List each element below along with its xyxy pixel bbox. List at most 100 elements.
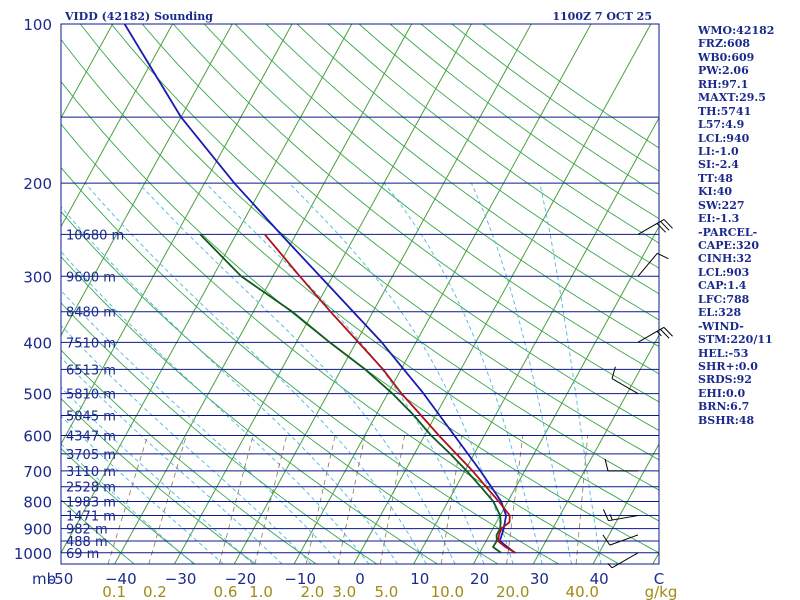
sounding-index-item: PW:2.06 (698, 64, 749, 78)
sounding-index-item: HEL:-53 (698, 346, 749, 360)
wind-barb (637, 218, 673, 235)
isotherm-line (0, 24, 53, 564)
sounding-index-item: FRZ:608 (698, 37, 751, 51)
dry-adiabat-line (61, 38, 659, 522)
height-label: 2528 m (66, 481, 116, 496)
height-label: 3110 m (66, 465, 116, 480)
wind-barb (637, 326, 673, 343)
moist-adiabat-line (470, 183, 573, 564)
wind-barb (637, 252, 669, 277)
dry-adiabat-line (61, 349, 317, 564)
sounding-index-item: LI:-1.0 (698, 144, 739, 158)
pressure-tick-label: 500 (23, 386, 52, 404)
height-label: 1471 m (66, 509, 116, 524)
sounding-index-item: EHI:0.0 (698, 386, 746, 400)
height-label: 1983 m (66, 496, 116, 511)
temperature-tick-label: C (654, 570, 664, 588)
mixing-ratio-label: 5.0 (374, 583, 398, 600)
isotherm-line (61, 24, 353, 554)
wind-barb-staff (611, 378, 639, 395)
sounding-index-item: TH:5741 (698, 104, 752, 118)
sounding-index-item: LFC:788 (698, 292, 750, 306)
dry-adiabat-line (172, 24, 659, 403)
wind-barb-flag (660, 329, 670, 339)
sounding-index-item: STM:220/11 (698, 333, 773, 347)
isotherm-line (61, 24, 173, 228)
wind-barb-flag (660, 221, 670, 231)
wind-barb (611, 366, 639, 395)
isotherm-line (114, 24, 413, 564)
isotherm-line (61, 24, 293, 446)
dry-adiabat-line (265, 24, 659, 321)
sounding-index-item: CAPE:320 (698, 239, 759, 252)
dry-adiabat-line (327, 24, 659, 269)
sounding-index-item: CAP:1.4 (698, 279, 747, 293)
isotherm-line (173, 24, 472, 564)
sounding-index-item: MAXT:29.5 (698, 91, 766, 105)
sounding-index-item: BSHR:48 (698, 413, 755, 427)
wind-barb-half-flag (607, 563, 613, 569)
sounding-index-item: SI:-2.4 (698, 158, 739, 172)
sounding-indices: WMO:42182 FRZ:608 WB0:609 PW:2.06 RH:97.1 MAX… (698, 24, 798, 427)
moist-adiabat-line (84, 182, 427, 564)
chart-grid (0, 24, 659, 564)
chart-title-right: 1100Z 7 OCT 25 (552, 10, 652, 23)
height-label: 6513 m (66, 363, 116, 378)
height-label: 5810 m (66, 388, 116, 403)
sounding-index-item: EL:328 (698, 306, 742, 320)
wind-barb-flag (663, 219, 673, 229)
pressure-tick-label: 400 (23, 334, 52, 352)
mixing-ratio-label: 0.1 (102, 583, 126, 600)
mixing-ratio-label: 20.0 (496, 583, 529, 600)
temperature-tick-label: −40 (105, 570, 137, 588)
height-label: 7510 m (66, 336, 116, 351)
pressure-tick-label: 800 (23, 494, 52, 512)
pressure-tick-label: 200 (23, 175, 52, 193)
dry-adiabat-line (203, 24, 659, 375)
temperature-tick-label: 20 (470, 570, 489, 588)
moist-adiabat-line (138, 182, 456, 564)
isotherm-line (413, 116, 659, 564)
mixing-ratio-line (218, 435, 254, 564)
sounding-index-item: L57:4.9 (698, 118, 745, 132)
wind-barb-half-flag (656, 331, 662, 337)
wind-barb-staff (611, 552, 639, 569)
mixing-ratio-label: 1.0 (249, 583, 273, 600)
temperature-tick-label: 30 (530, 570, 549, 588)
sounding-index-item: BRN:6.7 (698, 400, 750, 414)
mixing-ratio-label: 40.0 (566, 583, 599, 600)
moist-adiabat-line (61, 289, 341, 564)
wind-barb-flag (602, 509, 609, 521)
height-label: 8480 m (66, 306, 116, 321)
wind-barb (602, 509, 639, 522)
pressure-tick-label: 700 (23, 463, 52, 481)
pressure-axis-label: mb (32, 570, 56, 588)
sounding-index-item: -WIND- (698, 319, 744, 333)
sounding-index-item: EI:-1.3 (698, 212, 740, 226)
isotherm-line (353, 24, 652, 564)
wind-barb-half-flag (609, 514, 613, 521)
dry-adiabat-line (61, 447, 196, 564)
mixing-ratio-line (337, 435, 366, 564)
sounding-index-item: CINH:32 (698, 252, 752, 266)
dry-adiabat-line (358, 24, 659, 244)
isotherm-line (592, 443, 659, 564)
dry-adiabat-line (296, 24, 659, 295)
temperature-tick-label: 0 (355, 570, 365, 588)
dewpoint-trace (199, 233, 502, 554)
wind-barb-staff (637, 252, 658, 277)
dry-adiabat-line (61, 499, 135, 564)
isotherm-line (233, 24, 532, 564)
dry-adiabat-line (234, 24, 659, 348)
moist-adiabat-line (61, 250, 370, 564)
moist-adiabat-line (61, 356, 283, 564)
mixing-ratio-label: 0.2 (143, 583, 167, 600)
temperature-tick-label: −20 (225, 570, 257, 588)
sounding-index-item: TT:48 (698, 171, 733, 185)
height-label: 5045 m (66, 410, 116, 425)
moist-adiabat-line (61, 443, 194, 564)
temperature-tick-label: −10 (284, 570, 316, 588)
moist-adiabat-line (61, 324, 312, 564)
